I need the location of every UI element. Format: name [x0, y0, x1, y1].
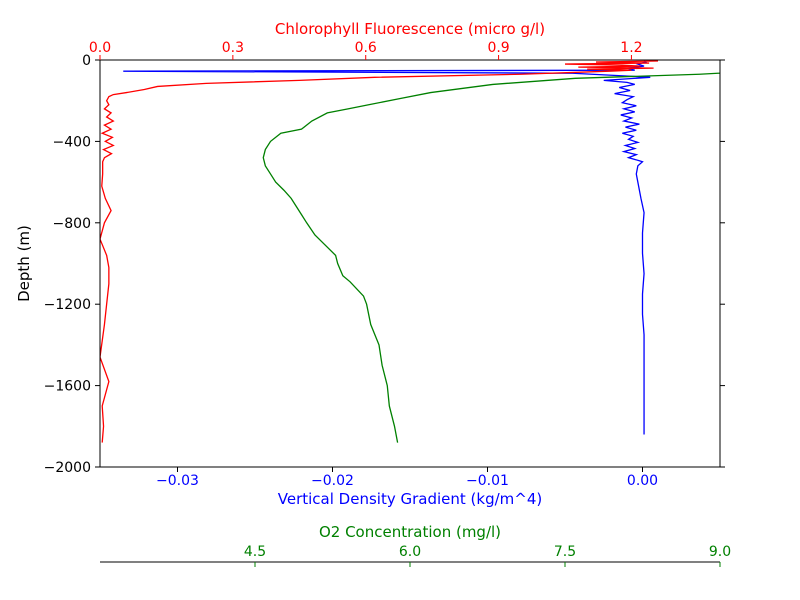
y-tick-label: −800 — [53, 216, 91, 232]
oxygen-axis-title: O2 Concentration (mg/l) — [319, 523, 501, 541]
oxygen-tick-label: 4.5 — [244, 544, 266, 560]
density-tick-label: −0.03 — [156, 473, 199, 489]
plot-frame — [99, 59, 721, 468]
density-tick-label: −0.01 — [466, 473, 509, 489]
chlorophyll-axis-title: Chlorophyll Fluorescence (micro g/l) — [275, 20, 545, 38]
chlorophyll-tick-label: 0.3 — [222, 40, 244, 56]
y-axis-title: Depth (m) — [15, 225, 33, 302]
chlorophyll-tick-label: 0.0 — [89, 40, 111, 56]
y-tick-label: −1200 — [44, 297, 91, 313]
oxygen-tick-label: 7.5 — [554, 544, 576, 560]
plot-area — [100, 60, 720, 443]
y-tick-label: −2000 — [44, 460, 91, 476]
density-tick-label: 0.00 — [627, 473, 658, 489]
series-line-oxygen — [262, 72, 720, 443]
oxygen-tick-label: 9.0 — [709, 544, 731, 560]
density-tick-label: −0.02 — [311, 473, 354, 489]
axes: 0 −400 −800 −1200 −1600 −2000 Depth (m) −0.03 −0… — [15, 20, 731, 567]
y-tick-label: −1600 — [44, 379, 91, 395]
y-tick-label: 0 — [82, 53, 91, 69]
density-axis-title: Vertical Density Gradient (kg/m^4) — [278, 490, 542, 508]
chlorophyll-tick-label: 0.6 — [355, 40, 377, 56]
oxygen-tick-label: 6.0 — [399, 544, 421, 560]
y-tick-label: −400 — [53, 134, 91, 150]
series-line-density_gradient — [123, 60, 651, 435]
chlorophyll-tick-label: 1.2 — [620, 40, 642, 56]
chlorophyll-tick-label: 0.9 — [487, 40, 509, 56]
series-line-chlorophyll — [100, 60, 659, 443]
